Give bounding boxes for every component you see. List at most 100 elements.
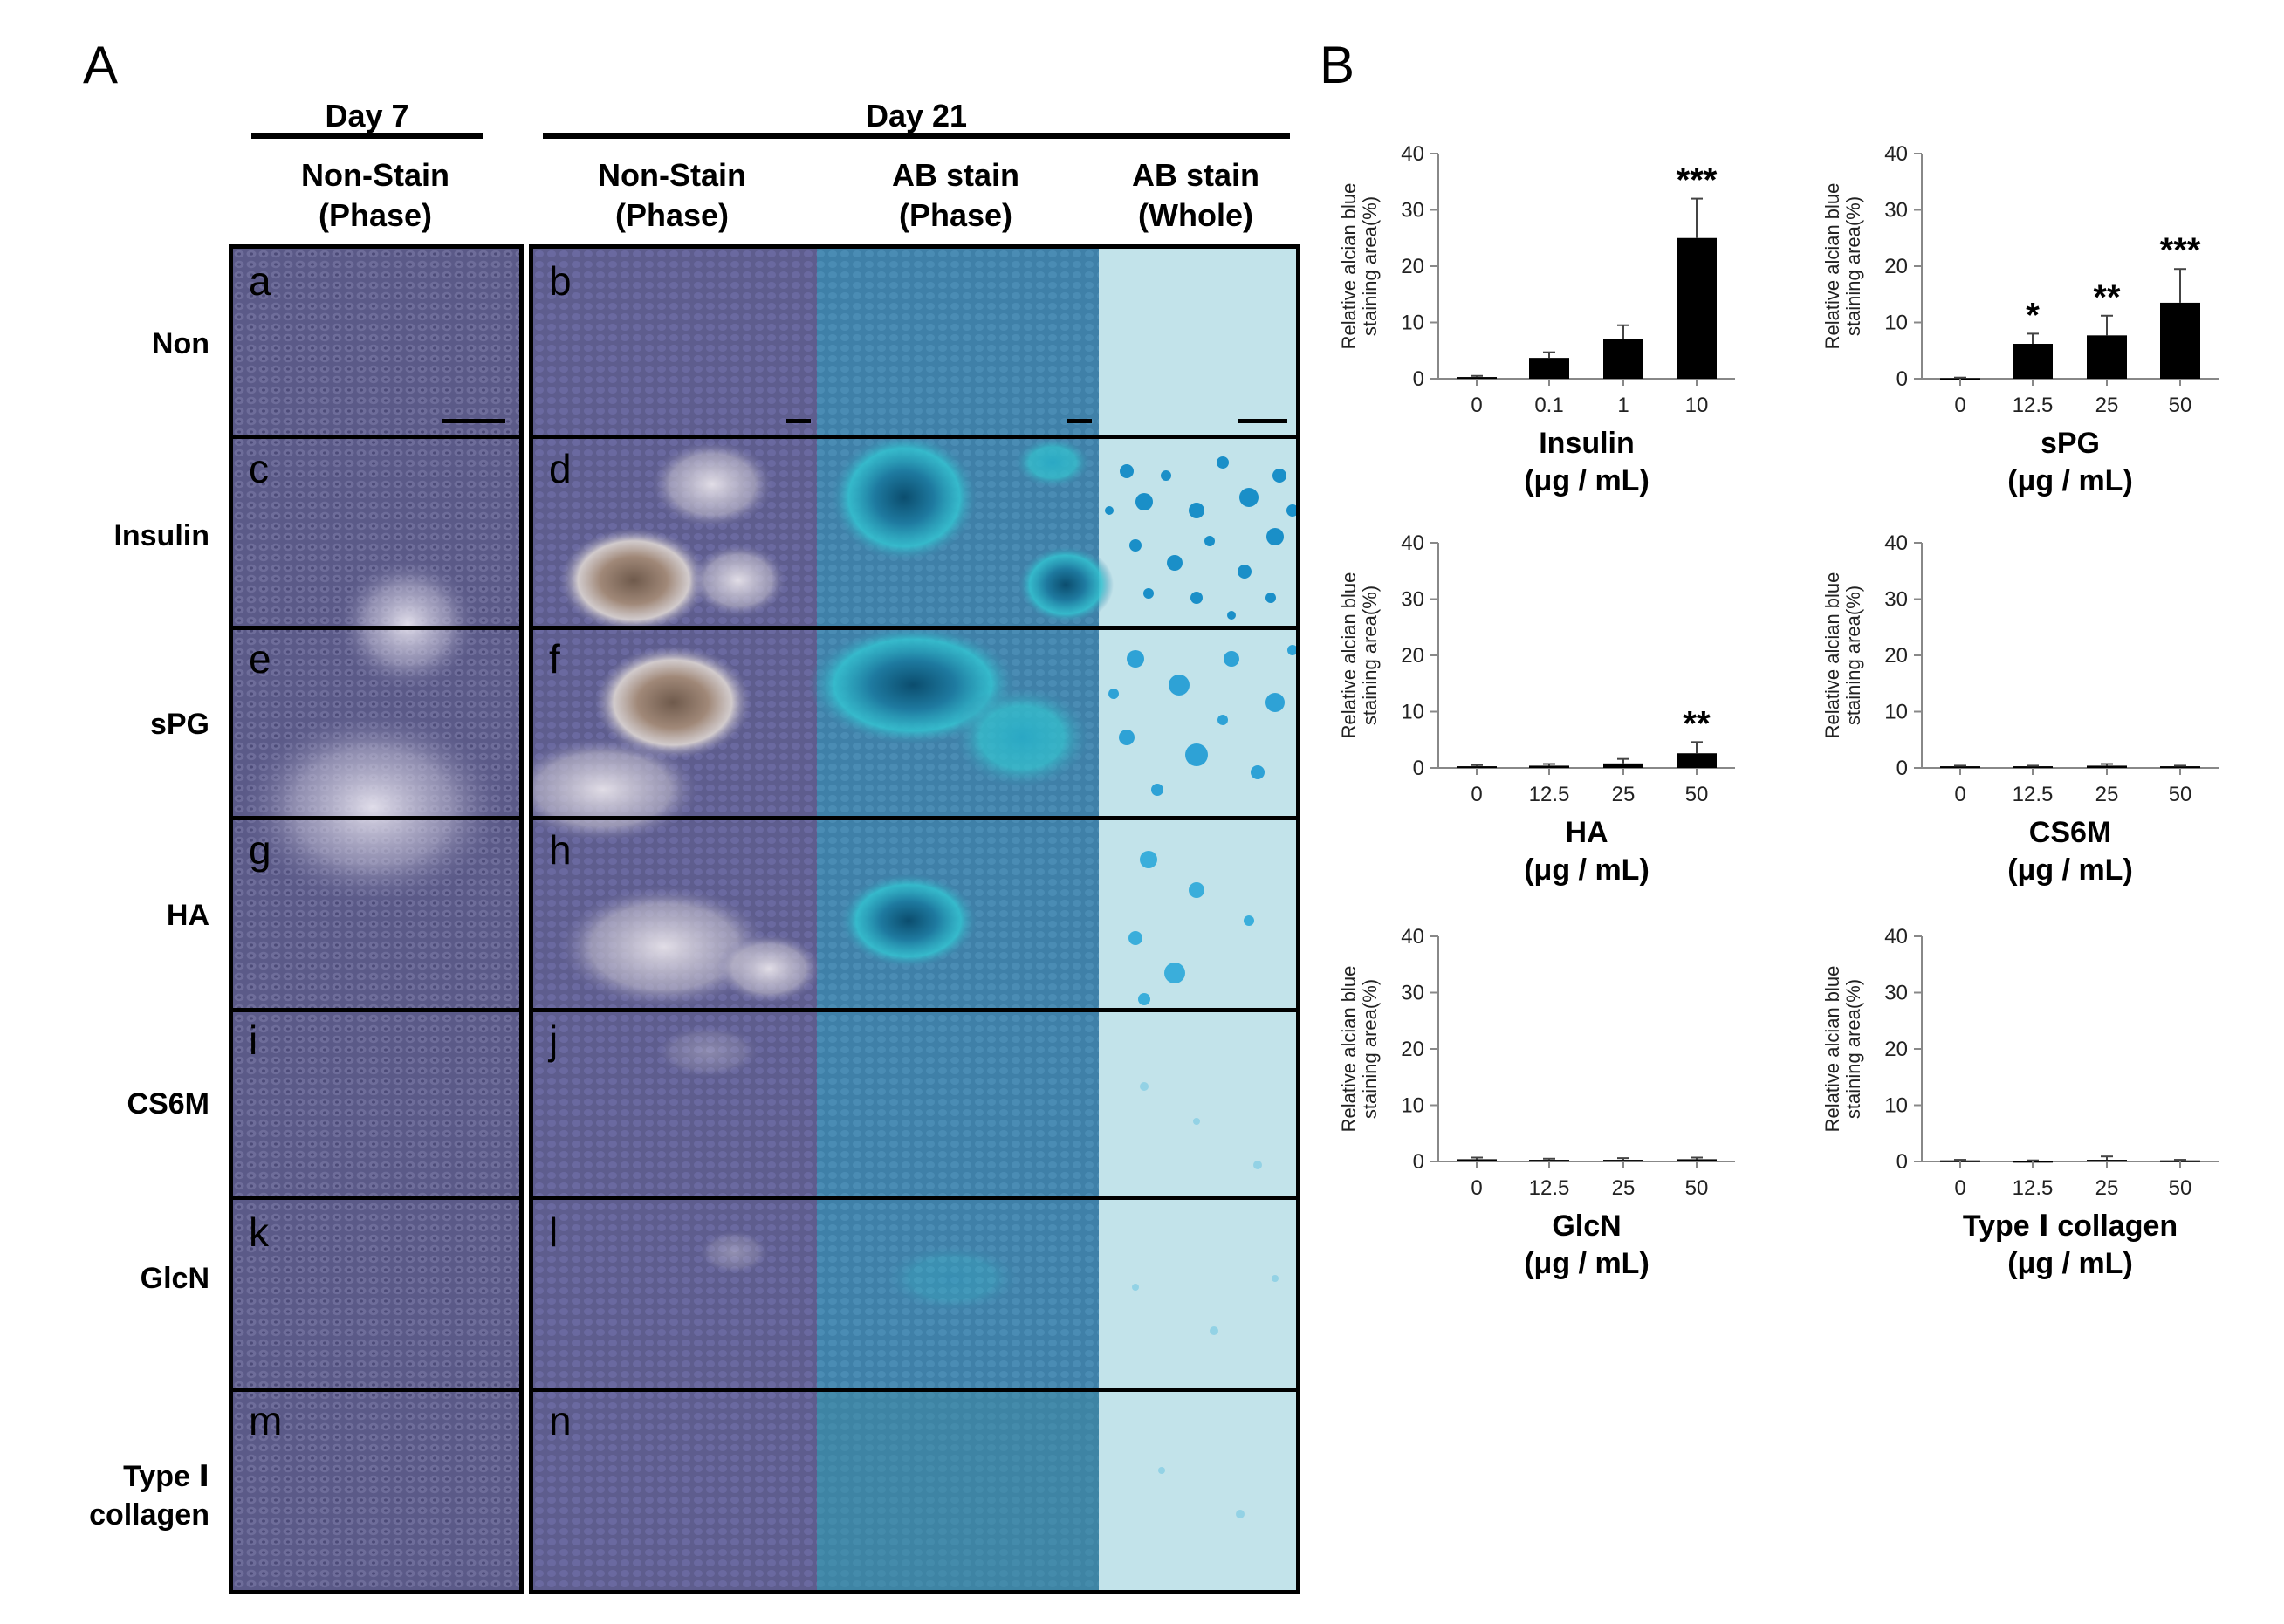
cell-letter-a: a bbox=[249, 258, 271, 304]
chart2-y-tick-label: 20 bbox=[1401, 644, 1424, 668]
chart4-x-tick-label: 25 bbox=[1612, 1176, 1636, 1200]
cell-letter-e: e bbox=[249, 636, 271, 682]
scale-bar-day21-phase bbox=[786, 419, 811, 423]
cell-letter-c: c bbox=[249, 446, 269, 491]
cell-letter-n: n bbox=[549, 1398, 572, 1443]
chart1-y-tick-label: 40 bbox=[1884, 142, 1908, 166]
chart3-y-tick-label: 30 bbox=[1884, 588, 1908, 612]
chart5-bar bbox=[1940, 1160, 1980, 1162]
col-header-day21-nonstain: Non-Stain (Phase) bbox=[598, 157, 746, 233]
chart3-xlabel-unit: (μg / mL) bbox=[2007, 853, 2133, 887]
chart4-y-tick-label: 30 bbox=[1401, 982, 1424, 1005]
chart5-bar bbox=[2160, 1160, 2200, 1162]
chart5-y-tick-label: 0 bbox=[1896, 1150, 1908, 1174]
chart3-x-tick-label: 12.5 bbox=[2013, 783, 2054, 806]
chart0-y-tick-label: 30 bbox=[1401, 199, 1424, 223]
chart1-significance-label: *** bbox=[2160, 231, 2201, 270]
chart2-xlabel-unit: (μg / mL) bbox=[1524, 853, 1650, 887]
chart3-bar bbox=[2160, 766, 2200, 769]
chart4-x-tick-label: 0 bbox=[1471, 1176, 1482, 1200]
chart5-xlabel: Type Ⅰ collagen bbox=[1963, 1209, 2178, 1243]
day7-header: Day 7 bbox=[325, 98, 409, 134]
chart0-significance-label: *** bbox=[1677, 161, 1718, 200]
chart0-bar bbox=[1677, 237, 1717, 379]
chart3-x-tick-label: 25 bbox=[2095, 783, 2119, 806]
chart3-xlabel: CS6M bbox=[2029, 816, 2111, 849]
cell-letter-j: j bbox=[549, 1018, 559, 1063]
panel-b-letter: B bbox=[1320, 36, 1355, 94]
chart4-y-tick-label: 0 bbox=[1413, 1150, 1424, 1174]
chart1-y-tick-label: 30 bbox=[1884, 199, 1908, 223]
chart4-bar bbox=[1677, 1159, 1717, 1161]
row-label-cs6m: CS6M bbox=[127, 1087, 209, 1120]
chart0-xlabel-unit: (μg / mL) bbox=[1524, 464, 1650, 497]
scale-bar-ab-whole bbox=[1238, 419, 1287, 423]
chart5-x-tick-label: 12.5 bbox=[2013, 1176, 2054, 1200]
day7-image-column: a c e g i k m bbox=[229, 244, 524, 1594]
row-label-glcn: GlcN bbox=[140, 1262, 209, 1295]
chart5-ylabel-line1: Relative alcian blue bbox=[1821, 966, 1843, 1133]
chart2-bar bbox=[1677, 753, 1717, 768]
chart0-bar bbox=[1457, 377, 1497, 380]
col-header-ab-phase: AB stain (Phase) bbox=[891, 157, 1020, 233]
chart4-bar bbox=[1457, 1159, 1497, 1161]
col-header-ab-whole: AB stain (Whole) bbox=[1131, 157, 1260, 233]
chart1-bar bbox=[2160, 302, 2200, 379]
chart5-y-tick-label: 30 bbox=[1884, 982, 1908, 1005]
scale-bar-ab-phase bbox=[1067, 419, 1092, 423]
chart1-x-tick-label: 50 bbox=[2169, 394, 2192, 417]
row-label-ha: HA bbox=[166, 899, 209, 932]
chart4-bar bbox=[1529, 1160, 1569, 1162]
chart4-bar bbox=[1603, 1160, 1643, 1162]
chart4-ylabel-line1: Relative alcian blue bbox=[1338, 966, 1360, 1133]
chart5-x-tick-label: 0 bbox=[1954, 1176, 1965, 1200]
chart4-xlabel: GlcN bbox=[1552, 1209, 1621, 1243]
chart5-x-tick-label: 50 bbox=[2169, 1176, 2192, 1200]
chart2-y-tick-label: 30 bbox=[1401, 588, 1424, 612]
chart5-x-tick-label: 25 bbox=[2095, 1176, 2119, 1200]
chart1-xlabel-unit: (μg / mL) bbox=[2007, 464, 2133, 497]
cell-letter-k: k bbox=[249, 1209, 269, 1255]
row-label-spg: sPG bbox=[149, 708, 209, 741]
chart2-bar bbox=[1457, 766, 1497, 769]
row-label-insulin: Insulin bbox=[113, 519, 209, 552]
chart0-x-tick-label: 0.1 bbox=[1534, 394, 1563, 417]
chart4-x-tick-label: 50 bbox=[1685, 1176, 1709, 1200]
cell-letter-l: l bbox=[549, 1209, 559, 1255]
cell-letter-h: h bbox=[549, 827, 572, 873]
chart1-bar bbox=[2087, 335, 2127, 379]
chart2-significance-label: ** bbox=[1683, 704, 1711, 743]
chart3-x-tick-label: 50 bbox=[2169, 783, 2192, 806]
chart1-y-tick-label: 20 bbox=[1884, 255, 1908, 278]
chart3-y-tick-label: 20 bbox=[1884, 644, 1908, 668]
chart3-bar bbox=[2013, 766, 2053, 769]
chart2-y-tick-label: 0 bbox=[1413, 757, 1424, 780]
chart1-significance-label: * bbox=[2026, 296, 2040, 334]
chart5-bar bbox=[2087, 1160, 2127, 1162]
chart2-bar bbox=[1603, 763, 1643, 768]
chart3-y-tick-label: 40 bbox=[1884, 531, 1908, 555]
chart1-x-tick-label: 0 bbox=[1954, 394, 1965, 417]
cell-letter-g: g bbox=[249, 827, 271, 873]
col-header-day7-nonstain: Non-Stain (Phase) bbox=[301, 157, 449, 233]
chart5-y-tick-label: 40 bbox=[1884, 925, 1908, 949]
chart1-y-tick-label: 10 bbox=[1884, 312, 1908, 335]
chart0-x-tick-label: 1 bbox=[1617, 394, 1629, 417]
chart0-x-tick-label: 10 bbox=[1685, 394, 1709, 417]
chart3-y-tick-label: 0 bbox=[1896, 757, 1908, 780]
chart0-y-tick-label: 40 bbox=[1401, 142, 1424, 166]
cell-letter-f: f bbox=[549, 636, 560, 682]
day7-underline bbox=[251, 133, 483, 139]
chart4-x-tick-label: 12.5 bbox=[1529, 1176, 1570, 1200]
cell-letter-d: d bbox=[549, 446, 572, 491]
chart2-bar bbox=[1529, 765, 1569, 768]
chart3-y-tick-label: 10 bbox=[1884, 701, 1908, 724]
chart2-xlabel: HA bbox=[1565, 816, 1608, 849]
chart4-xlabel-unit: (μg / mL) bbox=[1524, 1247, 1650, 1280]
day21-micrographs bbox=[533, 249, 1296, 1590]
chart1-significance-label: ** bbox=[2093, 278, 2121, 317]
chart3-ylabel-line1: Relative alcian blue bbox=[1821, 572, 1843, 739]
chart5-y-tick-label: 20 bbox=[1884, 1038, 1908, 1061]
